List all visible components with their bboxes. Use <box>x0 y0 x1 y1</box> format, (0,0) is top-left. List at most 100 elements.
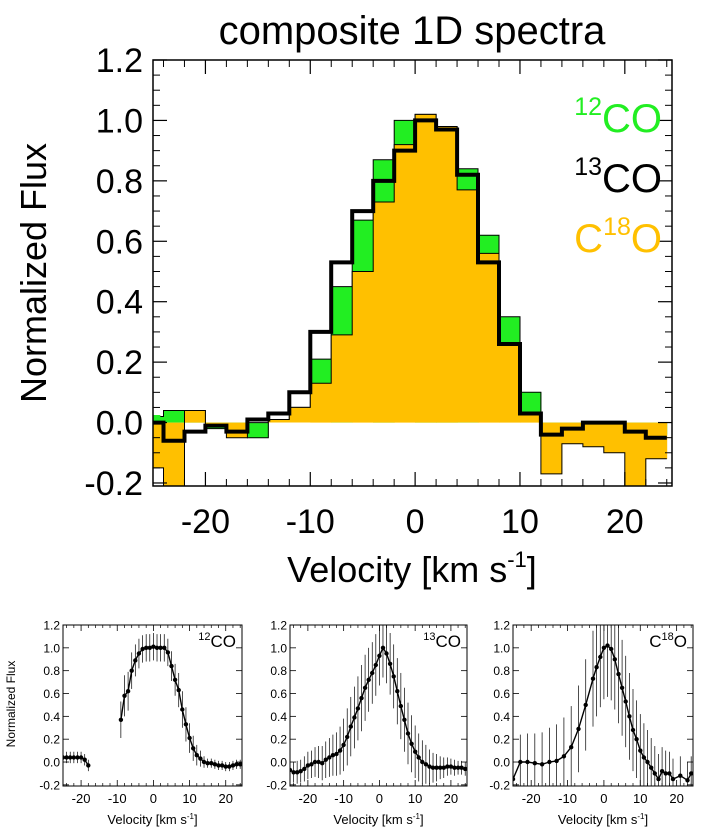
data-point <box>176 687 181 693</box>
x-tick-label: 0 <box>406 503 425 541</box>
data-point <box>413 749 418 754</box>
data-point <box>118 717 124 722</box>
data-point <box>355 706 361 711</box>
data-point <box>685 778 690 783</box>
data-point <box>590 676 596 681</box>
series-2-bar <box>373 202 395 423</box>
data-point <box>384 651 389 656</box>
panel-frame <box>289 624 468 787</box>
data-point <box>605 643 610 648</box>
data-point <box>330 753 336 758</box>
series-2-bar <box>582 422 605 447</box>
series-2-bar <box>436 126 458 423</box>
y-tick-label: 0.2 <box>43 733 60 747</box>
data-point <box>187 735 192 741</box>
data-point <box>309 762 314 767</box>
panel-frame <box>62 624 243 787</box>
data-point <box>598 654 603 660</box>
x-tick-label: -20 <box>72 791 91 806</box>
data-point <box>438 765 443 770</box>
data-point <box>238 762 242 767</box>
series-2-bar <box>268 419 290 423</box>
y-tick-label: -0.2 <box>489 778 510 792</box>
data-point <box>180 707 185 712</box>
y-tick-label: 0.6 <box>493 687 510 701</box>
data-point <box>291 770 296 775</box>
y-tick-label: 1.2 <box>96 42 143 80</box>
data-point <box>452 765 457 770</box>
y-tick-label: 1.2 <box>43 619 60 633</box>
data-point <box>63 755 66 760</box>
data-point <box>125 689 131 694</box>
data-point <box>305 763 311 768</box>
x-tick-label: 20 <box>669 791 683 806</box>
data-point <box>191 746 196 751</box>
data-point <box>441 765 446 770</box>
panel-plot-area <box>290 625 467 784</box>
data-point <box>136 651 142 656</box>
data-point <box>547 759 552 765</box>
data-point <box>634 737 639 742</box>
data-point <box>402 717 407 722</box>
data-point <box>380 645 386 650</box>
y-tick-label: 0.6 <box>270 687 287 701</box>
legend-entry: 13CO <box>574 153 662 201</box>
data-point <box>194 753 199 758</box>
legend-entry: 12CO <box>574 93 662 141</box>
x-tick-label: 10 <box>408 791 422 806</box>
x-tick-label: 0 <box>376 791 383 806</box>
data-point <box>638 748 643 753</box>
y-tick-label: 1.0 <box>270 641 287 655</box>
data-point <box>82 757 87 762</box>
data-point <box>463 766 467 772</box>
x-tick-label: -20 <box>181 503 230 541</box>
data-point <box>420 759 425 765</box>
data-point <box>312 759 318 765</box>
data-point <box>377 653 382 658</box>
data-point <box>320 761 325 766</box>
data-point <box>594 665 599 670</box>
series-0-bar <box>153 416 164 423</box>
data-point <box>659 769 665 774</box>
data-point <box>78 755 84 760</box>
data-point <box>212 762 218 767</box>
data-point <box>641 755 647 760</box>
data-point <box>670 776 676 782</box>
main-plot-area <box>153 113 668 486</box>
y-tick-label: 0.8 <box>43 664 60 678</box>
y-tick-label: 0.4 <box>96 284 143 322</box>
panel-frame <box>512 624 694 787</box>
data-point <box>223 764 228 769</box>
data-point <box>554 758 559 764</box>
data-point <box>71 755 77 760</box>
data-point <box>630 727 636 733</box>
data-point <box>448 764 454 769</box>
legend-entry: C18O <box>574 213 662 261</box>
data-point <box>216 763 221 768</box>
panel-plot-area <box>513 625 693 786</box>
data-point <box>341 742 346 748</box>
series-2-bar <box>331 334 353 423</box>
x-tick-label: -10 <box>108 791 127 806</box>
data-point <box>133 658 138 663</box>
data-point <box>334 751 339 757</box>
y-tick-label: 0.6 <box>43 687 60 701</box>
data-point <box>459 765 464 770</box>
data-point <box>612 657 617 662</box>
data-point <box>362 685 368 690</box>
data-point <box>373 662 378 668</box>
data-point <box>158 645 163 650</box>
data-point <box>445 764 450 769</box>
data-point <box>298 769 303 774</box>
y-axis-label: Normalized Flux <box>4 661 18 748</box>
main-spectrum-chart: -20 -10 0 10 20 -0.2 0.0 0.2 0.4 0.6 0.8 1.0 1.2 comp… <box>13 9 673 590</box>
data-point <box>144 645 149 650</box>
x-tick-label: 0 <box>600 791 607 806</box>
data-point <box>569 745 574 750</box>
y-tick-label: 0.4 <box>493 710 510 724</box>
data-point <box>398 703 403 709</box>
data-point <box>405 731 411 736</box>
series-1-line <box>153 118 667 443</box>
data-point <box>434 765 439 770</box>
data-point <box>75 755 80 760</box>
